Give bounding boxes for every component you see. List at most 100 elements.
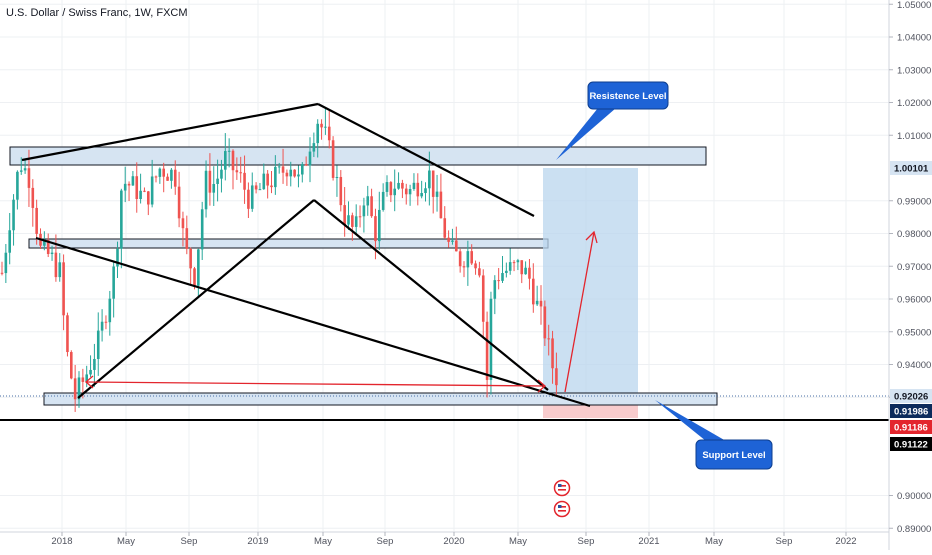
candle-body bbox=[455, 240, 458, 252]
candle-body bbox=[19, 170, 23, 172]
candle-body bbox=[343, 205, 346, 225]
candle-body bbox=[312, 143, 316, 152]
candle-body bbox=[532, 278, 535, 305]
candle-body bbox=[177, 186, 181, 219]
projection-arrow-head bbox=[585, 230, 598, 244]
us-flag-event-icon[interactable] bbox=[553, 479, 571, 497]
candle-body bbox=[170, 169, 173, 181]
candle-body bbox=[70, 352, 73, 379]
projection-arrow bbox=[564, 231, 595, 393]
y-tick-label: 0.95000 bbox=[897, 327, 931, 338]
candle-body bbox=[447, 237, 450, 242]
candle-body bbox=[73, 378, 77, 400]
candle-body bbox=[185, 228, 189, 249]
price-tag-label: 0.91186 bbox=[894, 423, 928, 434]
candle-body bbox=[439, 191, 443, 219]
x-tick-label: 2020 bbox=[443, 536, 464, 547]
candle-body bbox=[235, 170, 239, 173]
candle-body bbox=[385, 182, 389, 192]
candle-body bbox=[408, 189, 412, 195]
price-tag-label: 1.00101 bbox=[894, 164, 929, 175]
candle-body bbox=[397, 182, 400, 189]
candle-body bbox=[327, 126, 331, 141]
candle-body bbox=[77, 377, 81, 400]
pattern-top-left-line bbox=[21, 102, 319, 162]
candle-body bbox=[320, 123, 323, 128]
candle-body bbox=[481, 275, 485, 322]
candle-body bbox=[277, 166, 281, 168]
x-tick-label: Sep bbox=[181, 536, 198, 547]
candle-body bbox=[23, 168, 27, 171]
candle-body bbox=[435, 191, 439, 197]
y-tick-label: 0.97000 bbox=[897, 262, 931, 273]
candle-body bbox=[489, 298, 493, 380]
candle-body bbox=[43, 240, 46, 246]
measure-left-arrow bbox=[85, 375, 94, 389]
pattern-v-right-line bbox=[313, 199, 549, 391]
resistance-zone bbox=[9, 146, 707, 166]
candle-body bbox=[81, 377, 85, 382]
candle-body bbox=[193, 268, 196, 286]
measure-line bbox=[85, 381, 546, 387]
candle-body bbox=[289, 169, 293, 177]
candle-body bbox=[197, 249, 200, 286]
price-tag-label: 0.91986 bbox=[894, 407, 928, 418]
candle-body bbox=[54, 252, 58, 278]
candle-body bbox=[216, 178, 219, 184]
x-tick-label: May bbox=[314, 536, 332, 547]
candle-body bbox=[485, 321, 489, 380]
candle-body bbox=[173, 169, 177, 187]
candle-body bbox=[335, 176, 339, 178]
candle-body bbox=[424, 188, 427, 194]
support-callout-pointer bbox=[655, 400, 726, 441]
candle-body bbox=[150, 176, 154, 205]
candle-body bbox=[393, 188, 396, 196]
candle-body bbox=[93, 358, 96, 370]
candle-body bbox=[50, 252, 54, 255]
y-tick-label: 1.04000 bbox=[897, 33, 931, 44]
candle-body bbox=[381, 191, 385, 210]
y-tick-label: 0.89000 bbox=[897, 524, 931, 535]
candle-body bbox=[100, 321, 104, 331]
resistance-callout-label: Resistence Level bbox=[589, 91, 666, 102]
x-tick-label: Sep bbox=[578, 536, 595, 547]
candle-body bbox=[351, 215, 354, 227]
candle-body bbox=[4, 252, 8, 274]
y-tick-label: 0.90000 bbox=[897, 491, 931, 502]
pattern-top-right-line bbox=[317, 103, 535, 217]
candle-body bbox=[443, 218, 447, 238]
candle-body bbox=[520, 260, 524, 275]
chart-title: U.S. Dollar / Swiss Franc, 1W, FXCM bbox=[6, 7, 188, 19]
candle-body bbox=[493, 280, 497, 299]
candle-body bbox=[89, 369, 92, 375]
candle-body bbox=[524, 267, 527, 275]
candle-body bbox=[104, 321, 108, 323]
candle-body bbox=[96, 330, 100, 359]
flag-stripe bbox=[558, 485, 566, 487]
candle-body bbox=[428, 170, 431, 189]
support-callout-box bbox=[695, 439, 773, 470]
candle-body bbox=[123, 183, 127, 191]
price-tag bbox=[890, 389, 932, 403]
price-tag-label: 0.92026 bbox=[894, 392, 928, 403]
candle-body bbox=[316, 123, 319, 144]
candle-body bbox=[270, 185, 273, 188]
candle-body bbox=[301, 164, 304, 175]
candle-body bbox=[31, 187, 35, 208]
candle-body bbox=[166, 176, 169, 181]
price-tag bbox=[890, 161, 932, 175]
us-flag-event-icon[interactable] bbox=[553, 500, 571, 518]
candle-body bbox=[505, 270, 508, 274]
candle-body bbox=[339, 176, 343, 206]
candle-body bbox=[539, 300, 543, 307]
candle-body bbox=[451, 240, 454, 242]
candle-body bbox=[112, 266, 115, 299]
price-tag bbox=[890, 437, 932, 451]
candle-body bbox=[220, 169, 223, 179]
price-tag bbox=[890, 404, 932, 418]
y-tick-label: 1.05000 bbox=[897, 0, 931, 11]
candle-body bbox=[85, 374, 88, 382]
candle-body bbox=[158, 168, 162, 177]
candle-body bbox=[374, 216, 377, 242]
